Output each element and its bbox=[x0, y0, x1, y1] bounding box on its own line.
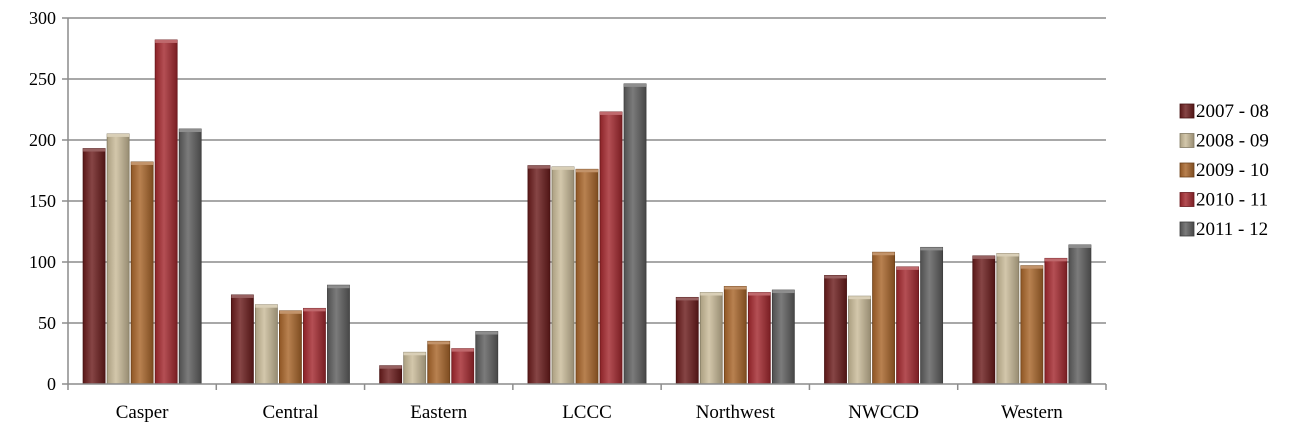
bar-northwest-2011-12 bbox=[771, 289, 795, 385]
bar-eastern-2008-09 bbox=[403, 351, 427, 385]
bar-top-highlight bbox=[920, 247, 943, 251]
bar-top-highlight bbox=[379, 365, 402, 369]
bar-casper-2008-09 bbox=[106, 133, 130, 385]
bar-lccc-2009-10 bbox=[575, 168, 599, 385]
legend-label: 2007 - 08 bbox=[1196, 101, 1269, 122]
bar-top-highlight bbox=[676, 297, 699, 301]
bar-top-highlight bbox=[83, 148, 106, 152]
bar-top-highlight bbox=[255, 304, 278, 308]
bar-top-highlight bbox=[403, 352, 426, 356]
bar-lccc-2011-12 bbox=[623, 83, 647, 385]
y-tick-label: 0 bbox=[47, 374, 56, 394]
legend-swatch bbox=[1179, 192, 1195, 207]
bar-top-highlight bbox=[131, 161, 154, 165]
bar-top-highlight bbox=[527, 165, 550, 169]
bar-top-highlight bbox=[327, 285, 350, 289]
bar-western-2011-12 bbox=[1068, 244, 1092, 385]
y-tick-label: 150 bbox=[29, 191, 56, 211]
bar-top-highlight bbox=[279, 310, 302, 314]
bar-casper-2010-11 bbox=[154, 39, 178, 385]
x-category-label: Western bbox=[1001, 402, 1063, 423]
bar-casper-2007-08 bbox=[82, 148, 106, 385]
x-category-label: Northwest bbox=[696, 402, 776, 423]
bar-top-highlight bbox=[600, 111, 623, 115]
bar-western-2009-10 bbox=[1020, 265, 1044, 385]
x-category-label: NWCCD bbox=[848, 402, 919, 423]
bar-top-highlight bbox=[475, 331, 498, 335]
bar-central-2007-08 bbox=[230, 294, 254, 385]
bar-western-2008-09 bbox=[996, 253, 1020, 385]
bar-top-highlight bbox=[848, 296, 871, 300]
bar-northwest-2008-09 bbox=[699, 292, 723, 385]
legend-swatch bbox=[1179, 162, 1195, 178]
bar-eastern-2011-12 bbox=[475, 331, 499, 385]
bar-top-highlight bbox=[824, 275, 847, 279]
x-category-label: Central bbox=[262, 402, 318, 423]
bar-top-highlight bbox=[231, 294, 254, 298]
bar-nwccd-2008-09 bbox=[848, 295, 871, 385]
legend-swatch bbox=[1179, 103, 1195, 119]
bar-nwccd-2011-12 bbox=[920, 246, 944, 385]
x-category-label: Casper bbox=[116, 402, 169, 423]
bar-casper-2009-10 bbox=[130, 161, 154, 385]
legend-label: 2011 - 12 bbox=[1196, 219, 1268, 240]
x-category-label: LCCC bbox=[562, 402, 612, 423]
bar-lccc-2010-11 bbox=[599, 111, 623, 385]
bar-top-highlight bbox=[1044, 258, 1067, 262]
y-tick-label: 100 bbox=[29, 252, 56, 272]
bar-top-highlight bbox=[896, 266, 919, 270]
x-category-label: Eastern bbox=[410, 402, 467, 423]
axes bbox=[62, 17, 1107, 390]
bar-eastern-2010-11 bbox=[451, 348, 475, 385]
legend-swatch bbox=[1179, 221, 1195, 237]
bars bbox=[82, 39, 1092, 385]
bar-top-highlight bbox=[872, 252, 895, 256]
bar-top-highlight bbox=[551, 166, 574, 170]
bar-western-2010-11 bbox=[1044, 257, 1068, 385]
bar-nwccd-2010-11 bbox=[896, 266, 920, 385]
y-tick-label: 50 bbox=[38, 313, 56, 333]
bar-top-highlight bbox=[748, 292, 771, 296]
bar-casper-2011-12 bbox=[178, 128, 202, 385]
bar-top-highlight bbox=[996, 253, 1019, 257]
bar-top-highlight bbox=[724, 286, 747, 290]
bar-central-2011-12 bbox=[327, 284, 350, 385]
bar-top-highlight bbox=[575, 169, 599, 173]
bar-top-highlight bbox=[155, 39, 178, 43]
bar-top-highlight bbox=[427, 341, 450, 345]
bar-central-2009-10 bbox=[279, 310, 302, 385]
bar-top-highlight bbox=[107, 133, 130, 137]
y-tick-label: 200 bbox=[29, 130, 56, 150]
bar-top-highlight bbox=[972, 255, 995, 259]
legend-label: 2009 - 10 bbox=[1196, 160, 1269, 181]
legend-label: 2010 - 11 bbox=[1196, 190, 1268, 211]
bar-top-highlight bbox=[1068, 244, 1091, 248]
bar-top-highlight bbox=[451, 348, 474, 352]
bar-northwest-2007-08 bbox=[675, 296, 699, 385]
bar-lccc-2008-09 bbox=[551, 166, 575, 385]
bar-top-highlight bbox=[624, 83, 647, 87]
bar-top-highlight bbox=[700, 292, 723, 296]
bar-western-2007-08 bbox=[972, 255, 996, 385]
legend-label: 2008 - 09 bbox=[1196, 131, 1269, 152]
y-tick-label: 300 bbox=[29, 8, 56, 28]
legend-swatch bbox=[1179, 133, 1195, 148]
bar-nwccd-2007-08 bbox=[824, 275, 847, 385]
bar-top-highlight bbox=[303, 308, 326, 312]
bar-top-highlight bbox=[179, 129, 202, 133]
y-tick-label: 250 bbox=[29, 69, 56, 89]
y-tick-labels: 0 50 100 150 200 250 300 bbox=[29, 8, 56, 394]
bar-lccc-2007-08 bbox=[527, 165, 551, 385]
legend: 2007 - 08 2008 - 09 2009 - 10 2010 - 11 2011… bbox=[1179, 101, 1269, 240]
x-category-labels: Casper Central Eastern LCCC Northwest NWCCD We… bbox=[116, 402, 1063, 423]
bar-top-highlight bbox=[772, 290, 795, 294]
bar-central-2010-11 bbox=[303, 307, 326, 385]
bar-nwccd-2009-10 bbox=[872, 251, 895, 385]
bar-top-highlight bbox=[1020, 265, 1043, 269]
bar-northwest-2009-10 bbox=[723, 285, 747, 385]
bar-eastern-2009-10 bbox=[427, 340, 451, 385]
bar-northwest-2010-11 bbox=[747, 292, 771, 385]
bar-central-2008-09 bbox=[254, 304, 278, 385]
